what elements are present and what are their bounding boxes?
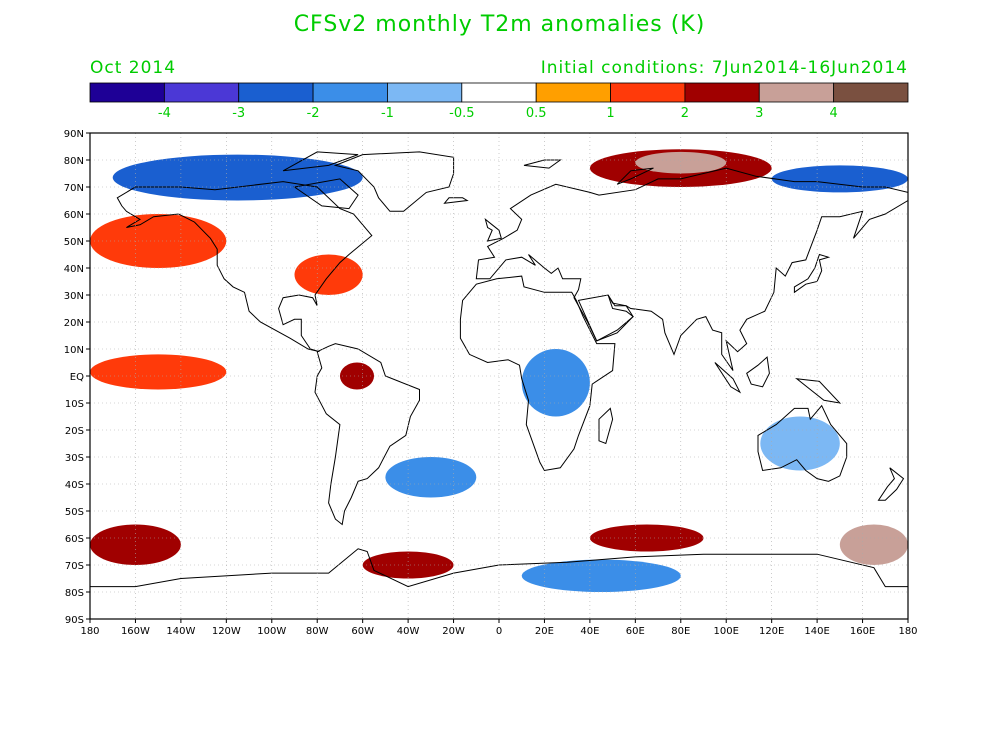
lon-tick-label: 20E	[535, 626, 554, 637]
lat-tick-label: 50S	[65, 507, 84, 518]
lon-tick-label: 40W	[397, 626, 420, 637]
lon-tick-label: 80E	[671, 626, 690, 637]
lat-tick-label: 30N	[64, 291, 84, 302]
coastline-australia	[757, 404, 848, 482]
lat-tick-label: 40N	[64, 264, 84, 275]
coastline-madagascar	[598, 407, 614, 445]
coastline-ellesmere	[282, 151, 359, 172]
coastline-new-zealand	[877, 467, 905, 501]
anomaly-south-atlantic-cold	[385, 457, 477, 498]
anomaly-arctic-cold-canada	[112, 154, 363, 201]
coastline-arabia	[577, 294, 634, 342]
anomaly-southern-ocean-warm-pacific	[90, 524, 181, 565]
lat-tick-label: 10S	[65, 399, 84, 410]
anomaly-africa-cold	[521, 349, 590, 417]
lon-tick-label: 80W	[306, 626, 329, 637]
chart-title: CFSv2 monthly T2m anomalies (K)	[293, 12, 706, 37]
lon-tick-label: 180	[898, 626, 917, 637]
lon-tick-label: 140E	[804, 626, 829, 637]
coastline-uk	[484, 218, 502, 242]
lon-tick-label: 20W	[442, 626, 465, 637]
coastline-baffin	[293, 178, 359, 210]
lon-tick-label: 120W	[212, 626, 241, 637]
lon-tick-label: 120E	[759, 626, 784, 637]
lat-tick-label: 90N	[64, 129, 84, 140]
lat-tick-label: 60N	[64, 210, 84, 221]
lon-tick-label: 60W	[351, 626, 374, 637]
initial-conditions-label: Initial conditions: 7Jun2014-16Jun2014	[540, 58, 908, 78]
lon-tick-label: 0	[496, 626, 502, 637]
lon-tick-label: 40E	[580, 626, 599, 637]
coastline-svalbard	[523, 159, 562, 169]
map-axes: 90N 80N 70N 60N 50N 40N 30N 20N 10N EQ 10S 20S 30S 40…	[64, 129, 918, 637]
anomaly-arctic-cold-east-siberia	[771, 165, 908, 193]
lat-tick-label: 20S	[65, 426, 84, 437]
anomaly-southern-ocean-warm-east	[839, 524, 909, 565]
lat-tick-label: 80S	[65, 588, 84, 599]
lat-tick-label: 60S	[65, 534, 84, 545]
anomaly-amazon-warm	[339, 362, 375, 390]
coastline-south-america	[314, 343, 420, 526]
lon-tick-label: 160E	[850, 626, 875, 637]
lat-tick-label: 70N	[64, 183, 84, 194]
anomaly-us-east-warm	[294, 254, 363, 295]
valid-month-label: Oct 2014	[90, 58, 177, 78]
coastline-iceland	[443, 197, 469, 204]
anomaly-tropical-pacific-warm	[90, 354, 227, 390]
coastline-sumatra	[714, 362, 742, 394]
lat-tick-label: 70S	[65, 561, 84, 572]
coastline-novaya-zemlya	[616, 167, 654, 185]
lon-tick-label: 180	[80, 626, 99, 637]
lat-tick-label: 90S	[65, 615, 84, 626]
lon-tick-label: 100E	[714, 626, 739, 637]
lon-tick-label: 100W	[257, 626, 286, 637]
lon-tick-label: 160W	[121, 626, 150, 637]
lat-tick-label: 40S	[65, 480, 84, 491]
coastline-japan	[793, 253, 831, 294]
lat-tick-label: 30S	[65, 453, 84, 464]
lon-tick-label: 60E	[626, 626, 645, 637]
lat-tick-label: 10N	[64, 345, 84, 356]
anomaly-arctic-strong-warm	[635, 151, 727, 174]
anomaly-australia-cold	[760, 416, 840, 471]
anomaly-antarctic-cold	[521, 559, 681, 592]
lat-tick-label: EQ	[70, 372, 84, 383]
lat-tick-label: 20N	[64, 318, 84, 329]
coastline-borneo	[746, 356, 770, 388]
graticule	[90, 133, 908, 619]
coastline-new-guinea	[795, 377, 842, 404]
lon-tick-label: 140W	[166, 626, 195, 637]
lat-tick-label: 50N	[64, 237, 84, 248]
lat-tick-label: 80N	[64, 156, 84, 167]
